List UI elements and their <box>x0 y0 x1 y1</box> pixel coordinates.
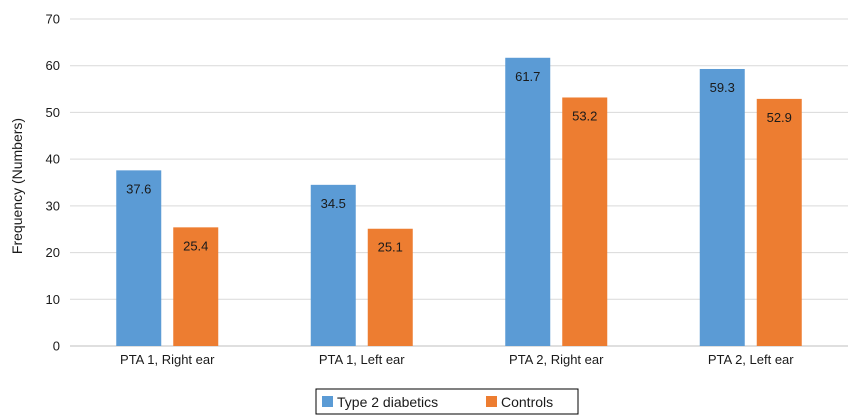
data-label-controls-3: 53.2 <box>572 108 597 123</box>
legend-swatch-type2-diabetics <box>322 396 333 407</box>
y-tick-label-50: 50 <box>46 105 60 120</box>
bar-controls-3 <box>562 97 608 346</box>
data-label-type2-diabetics-1: 37.6 <box>126 181 151 196</box>
legend-border <box>315 388 579 415</box>
legend: Type 2 diabetics Controls <box>315 388 579 415</box>
data-labels: 37.6 25.4 34.5 25.1 61.7 53.2 59.3 52.9 <box>126 69 792 255</box>
y-tick-label-10: 10 <box>46 292 60 307</box>
y-axis-label: Frequency (Numbers) <box>9 118 25 254</box>
y-tick-label-40: 40 <box>46 152 60 167</box>
data-label-controls-1: 25.4 <box>183 238 208 253</box>
legend-label-type2-diabetics: Type 2 diabetics <box>337 394 438 410</box>
x-category-label-1: PTA 1, Right ear <box>120 352 215 367</box>
y-tick-label-20: 20 <box>46 245 60 260</box>
y-axis-ticks: 0 10 20 30 40 50 60 70 <box>46 12 60 354</box>
y-tick-label-30: 30 <box>46 198 60 213</box>
data-label-type2-diabetics-4: 59.3 <box>710 80 735 95</box>
bar-controls-1 <box>173 227 219 346</box>
data-label-type2-diabetics-2: 34.5 <box>321 196 346 211</box>
bar-controls-4 <box>756 98 802 346</box>
x-category-label-4: PTA 2, Left ear <box>708 352 794 367</box>
bar-type2-diabetics-1 <box>116 170 162 346</box>
data-label-controls-2: 25.1 <box>378 240 403 255</box>
y-tick-label-70: 70 <box>46 12 60 27</box>
data-label-controls-4: 52.9 <box>767 110 792 125</box>
x-category-label-2: PTA 1, Left ear <box>319 352 405 367</box>
y-tick-label-0: 0 <box>53 339 60 354</box>
bars <box>116 57 802 346</box>
y-tick-label-60: 60 <box>46 58 60 73</box>
legend-swatch-controls <box>486 396 497 407</box>
bar-type2-diabetics-4 <box>699 68 745 346</box>
x-category-label-3: PTA 2, Right ear <box>509 352 604 367</box>
bar-type2-diabetics-2 <box>310 184 356 346</box>
bar-controls-2 <box>367 228 413 346</box>
legend-label-controls: Controls <box>501 394 553 410</box>
x-axis-categories: PTA 1, Right ear PTA 1, Left ear PTA 2, Ri… <box>120 352 794 367</box>
bar-type2-diabetics-3 <box>505 57 551 346</box>
data-label-type2-diabetics-3: 61.7 <box>515 69 540 84</box>
